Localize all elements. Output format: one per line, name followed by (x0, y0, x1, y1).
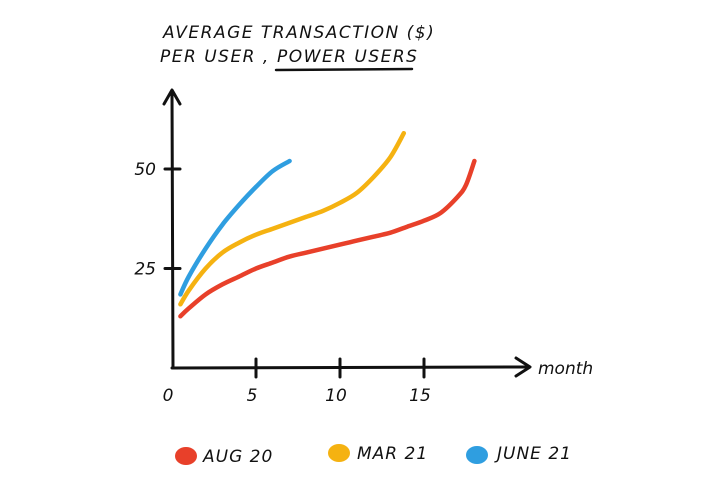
x-axis-line (170, 365, 530, 370)
legend-label-june-21: JUNE 21 (494, 444, 572, 464)
axes: month (162, 88, 593, 379)
y-axis-arrow (162, 88, 182, 106)
x-tick-label-15: 15 (409, 386, 431, 406)
chart-title: AVERAGE TRANSACTION ($) PER USER , POWER… (160, 23, 435, 72)
legend-item-mar-21: MAR 21 (328, 444, 428, 464)
series-line-june-21 (178, 158, 292, 297)
legend-item-june-21: JUNE 21 (466, 444, 572, 464)
legend-item-aug-20: AUG 20 (175, 447, 273, 467)
legend-swatch-june-21 (466, 446, 488, 464)
legend: AUG 20 MAR 21 JUNE 21 (175, 444, 572, 467)
x-axis-label: month (538, 359, 593, 379)
chart-title-line-1: AVERAGE TRANSACTION ($) (162, 23, 435, 43)
y-axis-line (170, 90, 175, 370)
x-axis-arrow (514, 356, 532, 378)
series-lines (178, 130, 477, 319)
y-tick-label-50: 50 (134, 160, 156, 180)
ticks: 0 5 10 15 25 50 (134, 160, 430, 406)
series-line-mar-21 (178, 130, 407, 307)
title-underline (274, 67, 414, 72)
legend-swatch-aug-20 (175, 447, 197, 465)
x-tick-label-10: 10 (325, 386, 347, 406)
legend-label-mar-21: MAR 21 (357, 444, 428, 464)
series-line-aug-20 (178, 158, 477, 319)
chart-title-line-2-prefix: PER USER , (160, 47, 270, 67)
legend-swatch-mar-21 (328, 444, 350, 462)
x-tick-label-5: 5 (247, 386, 258, 406)
x-tick-label-0: 0 (163, 386, 174, 406)
legend-label-aug-20: AUG 20 (202, 447, 273, 467)
chart-title-line-2-emphasis: POWER USERS (277, 47, 418, 67)
y-tick-label-25: 25 (134, 260, 156, 280)
